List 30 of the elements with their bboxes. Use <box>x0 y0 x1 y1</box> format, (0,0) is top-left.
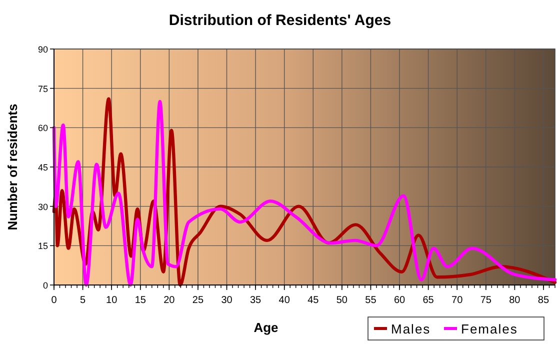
x-tick-label: 55 <box>365 295 377 306</box>
x-tick-label: 25 <box>192 295 204 306</box>
x-tick-label: 50 <box>336 295 348 306</box>
y-tick-label: 45 <box>38 162 48 172</box>
x-tick-label: 75 <box>480 295 492 306</box>
y-tick-label: 0 <box>42 280 48 290</box>
x-tick-label: 45 <box>308 295 320 306</box>
chart-title: Distribution of Residents' Ages <box>168 12 392 29</box>
x-axis-title: Age <box>254 320 278 335</box>
x-tick-label: 10 <box>106 295 118 306</box>
x-tick-label: 65 <box>422 295 434 306</box>
legend-label: Males <box>391 322 431 336</box>
x-tick-label: 15 <box>134 295 146 306</box>
x-tick-label: 30 <box>221 295 233 306</box>
y-tick-label: 75 <box>38 84 48 94</box>
x-tick-label: 20 <box>164 295 176 306</box>
x-tick-label: 5 <box>80 295 86 306</box>
x-tick-label: 80 <box>509 295 521 306</box>
x-tick-label: 85 <box>538 295 550 306</box>
legend-label: Females <box>461 322 518 336</box>
y-tick-label: 15 <box>38 241 48 252</box>
x-tick-label: 40 <box>278 295 290 306</box>
x-tick-label: 35 <box>250 295 262 306</box>
y-tick-label: 30 <box>38 202 48 212</box>
y-tick-label: 90 <box>38 44 48 54</box>
x-tick-label: 0 <box>51 295 58 306</box>
x-tick-label: 70 <box>452 295 464 306</box>
y-axis-title: Number of residents <box>5 104 20 230</box>
y-tick-label: 60 <box>38 123 48 134</box>
x-tick-label: 60 <box>394 295 406 306</box>
